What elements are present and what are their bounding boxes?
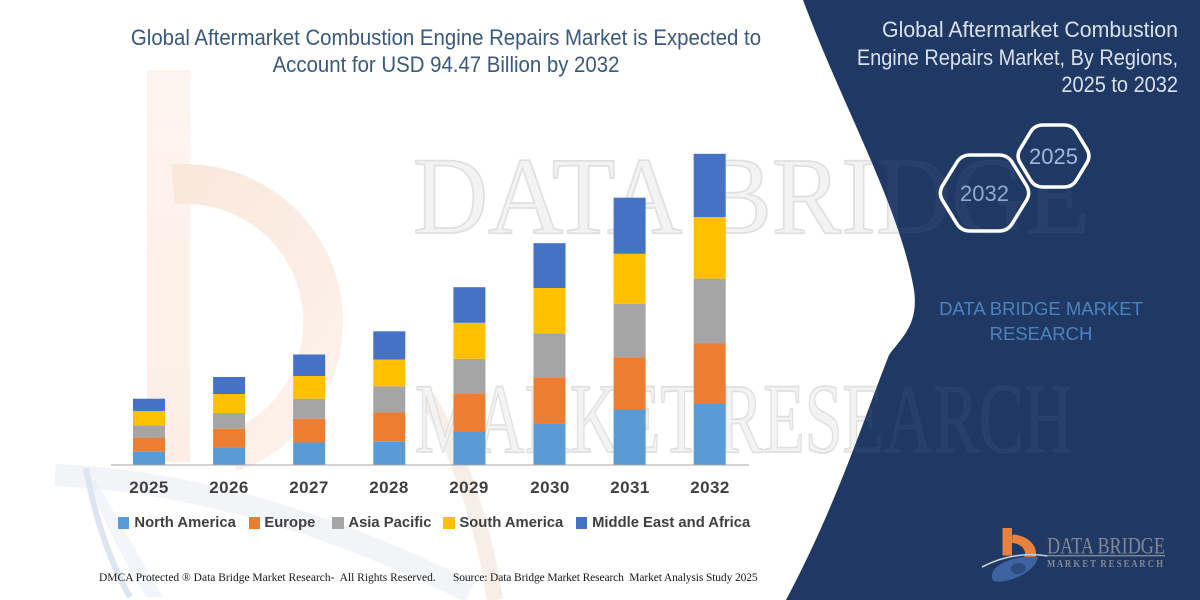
svg-text:DATA BRIDGE: DATA BRIDGE xyxy=(1047,534,1165,559)
svg-text:2025: 2025 xyxy=(1029,144,1078,169)
svg-text:M A R K E T R E S E A R C H: M A R K E T R E S E A R C H xyxy=(1047,559,1163,570)
svg-text:2032: 2032 xyxy=(960,181,1009,206)
